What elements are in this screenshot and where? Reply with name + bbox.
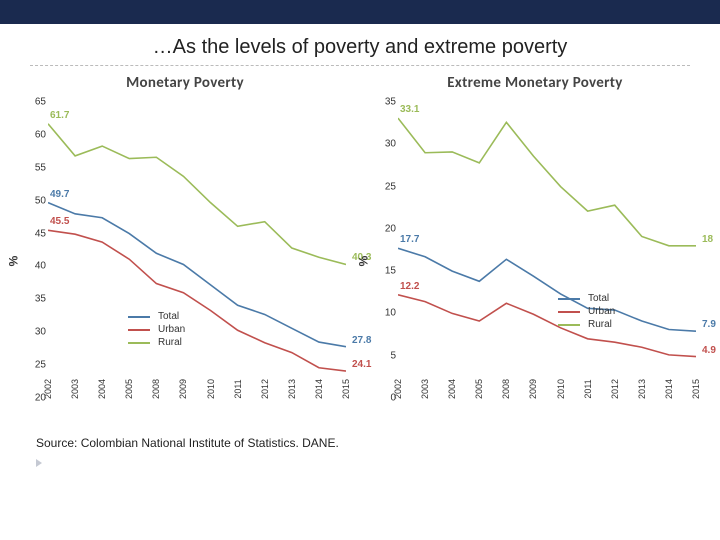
legend-label: Rural xyxy=(588,319,612,330)
legend-item-total: Total xyxy=(128,311,185,322)
source-text: Source: Colombian National Institute of … xyxy=(36,436,720,450)
y-tick: 35 xyxy=(374,97,396,108)
legend-label: Urban xyxy=(158,324,185,335)
legend: Total Urban Rural xyxy=(128,309,185,350)
legend-swatch xyxy=(558,311,580,313)
value-label: 45.5 xyxy=(50,216,69,227)
y-tick: 20 xyxy=(374,223,396,234)
y-axis-label: % xyxy=(356,256,370,267)
charts-row: Monetary Poverty % 20 25 30 35 40 45 50 55 60 65 2… xyxy=(0,70,720,426)
page-title: …As the levels of poverty and extreme po… xyxy=(0,24,720,65)
value-label: 7.9 xyxy=(702,319,716,330)
legend-item-total: Total xyxy=(558,293,615,304)
y-tick: 40 xyxy=(24,261,46,272)
y-axis-label: % xyxy=(6,256,20,267)
y-tick: 25 xyxy=(374,181,396,192)
legend-item-urban: Urban xyxy=(128,324,185,335)
series-total xyxy=(398,248,696,331)
value-label: 61.7 xyxy=(50,110,69,121)
value-label: 24.1 xyxy=(352,359,371,370)
y-tick: 30 xyxy=(374,139,396,150)
value-label: 33.1 xyxy=(400,104,419,115)
legend-label: Rural xyxy=(158,337,182,348)
y-tick: 25 xyxy=(24,360,46,371)
title-rule xyxy=(30,65,690,66)
chart-svg xyxy=(398,102,696,398)
y-tick: 15 xyxy=(374,266,396,277)
legend-item-rural: Rural xyxy=(558,319,615,330)
value-label: 18 xyxy=(702,234,713,245)
value-label: 12.2 xyxy=(400,281,419,292)
legend-swatch xyxy=(128,329,150,331)
chart-left-area: % 20253035404550556065200220032004200520… xyxy=(20,96,350,426)
legend-item-urban: Urban xyxy=(558,306,615,317)
legend-swatch xyxy=(128,316,150,318)
legend-swatch xyxy=(128,342,150,344)
series-rural xyxy=(398,118,696,246)
series-urban xyxy=(398,295,696,357)
value-label: 27.8 xyxy=(352,335,371,346)
y-tick: 45 xyxy=(24,228,46,239)
value-label: 17.7 xyxy=(400,234,419,245)
legend: Total Urban Rural xyxy=(558,291,615,332)
chart-right: Extreme Monetary Poverty % 0510152025303… xyxy=(370,70,700,426)
chart-left: Monetary Poverty % 202530354045505560652… xyxy=(20,70,350,426)
y-tick: 60 xyxy=(24,129,46,140)
y-tick: 50 xyxy=(24,195,46,206)
legend-label: Total xyxy=(588,293,609,304)
chart-right-title: Extreme Monetary Poverty xyxy=(370,74,700,92)
y-tick: 5 xyxy=(374,350,396,361)
legend-swatch xyxy=(558,298,580,300)
y-tick: 35 xyxy=(24,294,46,305)
value-label: 49.7 xyxy=(50,189,69,200)
chart-right-area: % 05101520253035200220032004200520082009… xyxy=(370,96,700,426)
y-tick: 55 xyxy=(24,162,46,173)
series-total xyxy=(48,203,346,347)
slide-bullet-icon xyxy=(36,459,42,467)
chart-svg xyxy=(48,102,346,398)
legend-swatch xyxy=(558,324,580,326)
legend-label: Total xyxy=(158,311,179,322)
y-tick: 30 xyxy=(24,327,46,338)
value-label: 4.9 xyxy=(702,345,716,356)
top-bar xyxy=(0,0,720,24)
y-tick: 10 xyxy=(374,308,396,319)
legend-item-rural: Rural xyxy=(128,337,185,348)
chart-left-title: Monetary Poverty xyxy=(20,74,350,92)
y-tick: 65 xyxy=(24,97,46,108)
legend-label: Urban xyxy=(588,306,615,317)
series-rural xyxy=(48,124,346,265)
